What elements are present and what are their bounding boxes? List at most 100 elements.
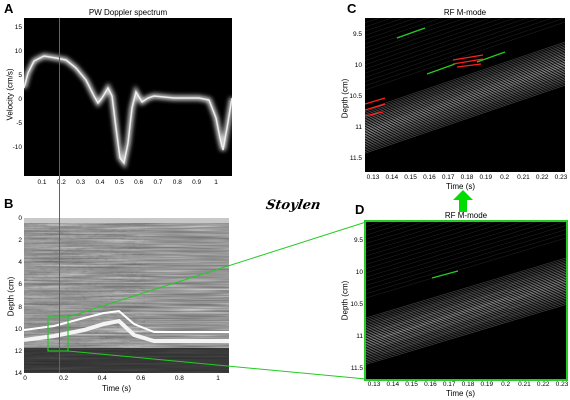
red-track-c-3 <box>456 63 482 68</box>
rf-stripe <box>365 78 565 148</box>
rf-stripe <box>366 262 566 324</box>
m-mode-top-band <box>24 218 229 223</box>
rf-stripe-faint <box>366 233 566 294</box>
m-mode-wall-bright <box>24 318 229 343</box>
panel-c-xtick-1: 0.14 <box>385 174 399 181</box>
rf-mmode-svg-c <box>365 18 565 154</box>
rf-stripe-faint <box>365 18 380 23</box>
green-track-c-2 <box>426 63 456 75</box>
rf-stripe <box>365 49 565 119</box>
panel-a-xtick-2: 0.3 <box>76 179 86 186</box>
panel-a-xtick-8: 0.9 <box>192 179 202 186</box>
panel-d-ytick-1: 10 <box>355 269 363 276</box>
rf-stripe-faint <box>365 18 467 53</box>
rf-stripe-faint <box>365 18 430 40</box>
rf-stripe <box>366 260 566 322</box>
panel-d-ytick-2: 10.5 <box>350 301 363 308</box>
panel-c-xtick-7: 0.2 <box>500 174 510 181</box>
panel-b-ytick-2: 4 <box>18 259 22 267</box>
panel-a-xtick-1: 0.2 <box>56 179 66 186</box>
rf-stripe <box>366 299 566 360</box>
rf-stripe <box>366 294 566 356</box>
panel-b-ytick-1: 2 <box>18 237 22 245</box>
rf-stripe <box>366 300 566 362</box>
panel-c-ytick-4: 11.5 <box>349 155 362 162</box>
panel-d-ytick-0: 9.5 <box>353 237 363 244</box>
panel-a-ytick-2: 5 <box>18 72 22 79</box>
rf-stripe-faint <box>365 18 528 74</box>
rf-stripe-faint <box>366 222 439 244</box>
rf-stripe <box>366 289 566 351</box>
green-track-d-1 <box>431 270 459 279</box>
rf-mmode-plot-d <box>366 222 566 379</box>
rf-stripe <box>365 54 565 124</box>
signature: Stoylen <box>264 198 322 213</box>
panel-d-xtick-5: 0.18 <box>461 381 475 388</box>
rf-stripe <box>365 60 565 130</box>
rf-stripe <box>366 276 566 338</box>
rf-stripe-faint <box>366 222 495 261</box>
rf-stripe-faint <box>365 18 553 82</box>
rf-stripe <box>366 259 566 320</box>
panel-d-xtick-9: 0.22 <box>536 381 550 388</box>
panel-c-ytick-3: 11 <box>355 124 362 131</box>
panel-d-ytick-3: 11 <box>356 333 363 340</box>
rf-stripe <box>365 51 565 120</box>
panel-d-xtick-8: 0.21 <box>518 381 531 388</box>
panel-b-xlabel: Time (s) <box>102 384 132 393</box>
rf-stripe <box>366 265 566 327</box>
rf-stripe <box>366 297 566 359</box>
m-mode-plot <box>24 218 229 373</box>
rf-stripe <box>366 278 566 340</box>
panel-b-xtick-5: 1 <box>216 375 220 382</box>
rf-stripe-faint <box>366 222 551 278</box>
up-arrow-icon <box>453 190 473 212</box>
rf-mmode-plot-c <box>365 18 565 172</box>
rf-stripe <box>365 65 565 135</box>
panel-c-xtick-3: 0.16 <box>423 174 436 181</box>
panel-c-xtick-8: 0.21 <box>517 174 530 181</box>
red-track-c-6 <box>365 111 384 117</box>
panel-d-xlabel: Time (s) <box>446 389 476 398</box>
rf-stripe <box>365 81 565 151</box>
green-track-c-3 <box>476 51 506 63</box>
rf-stripes-c <box>365 18 565 154</box>
rf-stripe-faint <box>365 21 565 91</box>
rf-stripe <box>365 67 565 136</box>
rf-stripe <box>365 76 565 146</box>
rf-stripe-faint <box>366 222 509 265</box>
rf-stripe-faint <box>365 18 516 70</box>
panel-a-xtick-9: 1 <box>214 179 218 186</box>
panel-a-ytick-3: 0 <box>18 96 22 103</box>
panel-d-title: RF M-mode <box>444 211 488 220</box>
panel-c-xtick-4: 0.17 <box>441 174 455 181</box>
panel-b-xtick-0: 0 <box>23 375 27 382</box>
panel-b-xtick-1: 0.2 <box>59 375 69 382</box>
panel-a-xtick-6: 0.7 <box>153 179 163 186</box>
rf-stripe-faint <box>365 18 491 61</box>
rf-stripe-faint <box>365 18 565 86</box>
rf-stripe <box>366 302 566 364</box>
rf-stripe-faint <box>366 222 467 252</box>
rf-stripe <box>366 283 566 344</box>
rf-stripe-faint <box>365 18 541 78</box>
rf-stripe <box>366 275 566 336</box>
panel-c-xtick-2: 0.15 <box>404 174 417 181</box>
panel-c-title: RF M-mode <box>443 8 487 17</box>
rf-stripe <box>366 268 566 330</box>
rf-stripe <box>365 56 565 125</box>
panel-d-xtick-10: 0.23 <box>555 381 569 388</box>
doppler-spectrum-plot <box>24 18 232 176</box>
rf-stripe <box>366 286 566 348</box>
rf-stripe <box>366 272 566 333</box>
panel-a-xtick-5: 0.6 <box>134 179 144 186</box>
panel-c-letter: C <box>347 1 357 16</box>
panel-a-ytick-0: 15 <box>14 24 22 31</box>
m-mode-roi-box <box>47 316 69 352</box>
panel-c-xlabel: Time (s) <box>446 182 476 191</box>
rf-stripe <box>365 80 565 149</box>
panel-b-xtick-4: 0.8 <box>174 375 184 382</box>
rf-stripe <box>365 43 565 112</box>
red-track-c-4 <box>365 97 386 105</box>
panel-a-title: PW Doppler spectrum <box>88 8 168 17</box>
